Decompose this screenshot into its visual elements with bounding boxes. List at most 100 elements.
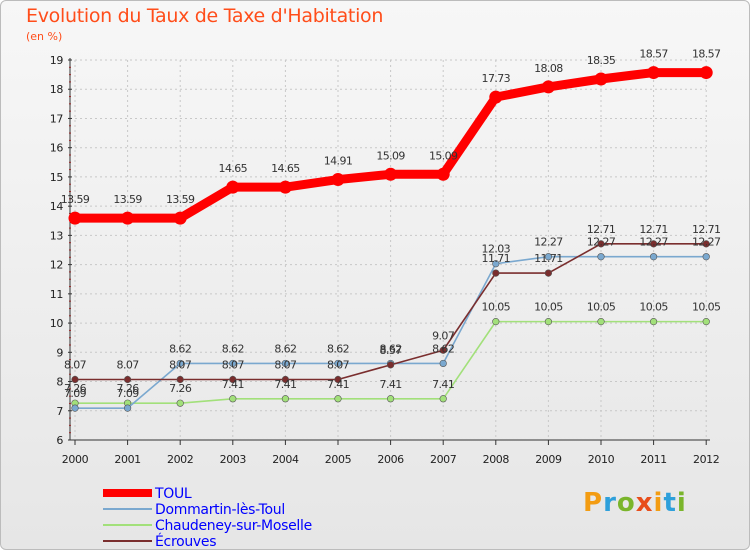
logo-letter: i (676, 488, 687, 518)
data-point (702, 253, 710, 261)
data-point (334, 395, 342, 403)
data-point (439, 395, 447, 403)
data-label: 15.09 (376, 149, 405, 162)
series-2 (71, 318, 710, 407)
x-tick-label: 2003 (220, 453, 247, 466)
series-0 (68, 66, 713, 225)
y-tick-label: 14 (50, 200, 64, 213)
y-tick-label: 13 (50, 229, 64, 242)
x-tick-label: 2010 (588, 453, 615, 466)
logo-letter: o (616, 488, 636, 518)
x-tick-label: 2006 (377, 453, 404, 466)
y-tick-label: 8 (56, 376, 63, 389)
data-label: 12.27 (692, 236, 721, 249)
data-label: 8.07 (327, 358, 350, 371)
data-label: 8.62 (274, 342, 296, 355)
data-label: 8.62 (169, 342, 191, 355)
data-label: 14.65 (219, 162, 248, 175)
data-point (544, 253, 553, 261)
data-point (439, 359, 447, 368)
data-label: 9.07 (432, 329, 455, 342)
data-point (699, 66, 713, 80)
data-point (176, 399, 184, 407)
data-label: 14.65 (271, 162, 300, 175)
data-point (439, 346, 447, 354)
data-label: 11.71 (482, 252, 511, 265)
y-tick-label: 6 (56, 434, 63, 447)
data-label: 7.09 (64, 387, 87, 400)
data-label: 18.57 (692, 48, 721, 61)
data-label: 12.27 (639, 236, 668, 249)
data-label: 13.59 (166, 193, 195, 206)
data-point (594, 72, 608, 86)
y-tick-label: 7 (56, 405, 63, 418)
data-label: 11.71 (534, 252, 563, 265)
data-point (226, 180, 240, 194)
data-point (492, 318, 500, 326)
data-label: 12.03 (482, 243, 511, 256)
data-label: 18.08 (534, 62, 563, 75)
y-tick-label: 15 (50, 171, 64, 184)
data-label: 8.07 (274, 358, 297, 371)
data-label: 7.26 (169, 382, 192, 395)
chart-unit-label: (en %) (26, 30, 63, 43)
data-label: 13.59 (113, 193, 142, 206)
y-tick-label: 17 (50, 112, 64, 125)
x-tick-label: 2002 (167, 453, 193, 466)
data-point (492, 269, 500, 277)
data-label: 8.07 (117, 358, 140, 371)
data-point (278, 180, 292, 194)
data-point (702, 240, 710, 248)
data-label: 12.71 (692, 223, 721, 236)
data-point (229, 375, 237, 384)
y-tick-label: 9 (56, 346, 63, 359)
logo-letter: t (663, 488, 677, 518)
x-tick-label: 2005 (325, 453, 352, 466)
data-point (702, 318, 710, 326)
data-point (649, 318, 658, 326)
y-tick-label: 10 (50, 317, 64, 330)
data-point (597, 240, 605, 248)
legend-label: TOUL (154, 486, 192, 502)
data-point (229, 395, 237, 403)
data-label: 7.41 (327, 378, 349, 391)
y-tick-label: 19 (50, 54, 64, 67)
data-point (281, 395, 290, 403)
legend: TOULDommartin-lès-ToulChaudeney-sur-Mose… (103, 486, 312, 550)
data-label: 15.09 (429, 149, 458, 162)
data-point (387, 361, 395, 369)
data-point (649, 253, 658, 261)
data-point (176, 375, 184, 384)
legend-label: Dommartin-lès-Toul (155, 502, 285, 518)
data-point (489, 90, 503, 104)
chart-title: Evolution du Taux de Taxe d'Habitation (26, 5, 384, 27)
data-label: 7.41 (274, 378, 296, 391)
data-point (541, 80, 555, 94)
data-point (331, 173, 345, 187)
data-label: 8.62 (380, 342, 402, 355)
data-point (334, 375, 342, 384)
data-point (649, 240, 658, 248)
data-point (121, 211, 135, 225)
data-point (281, 359, 290, 368)
data-label: 18.35 (587, 54, 616, 67)
data-label: 10.05 (534, 301, 563, 314)
legend-label: Écrouves (155, 533, 216, 550)
data-label: 8.07 (64, 358, 87, 371)
data-point (71, 375, 79, 384)
data-point (334, 359, 342, 368)
data-point (173, 211, 187, 225)
data-label: 8.07 (222, 358, 245, 371)
data-label: 10.05 (587, 301, 616, 314)
series-3 (71, 240, 710, 384)
x-tick-label: 2008 (483, 453, 510, 466)
data-label: 13.59 (61, 193, 90, 206)
data-label: 17.73 (482, 72, 511, 85)
data-label: 10.05 (482, 301, 511, 314)
data-point (229, 359, 237, 368)
data-point (71, 404, 79, 412)
y-tick-label: 12 (50, 259, 63, 272)
x-tick-label: 2004 (272, 453, 299, 466)
